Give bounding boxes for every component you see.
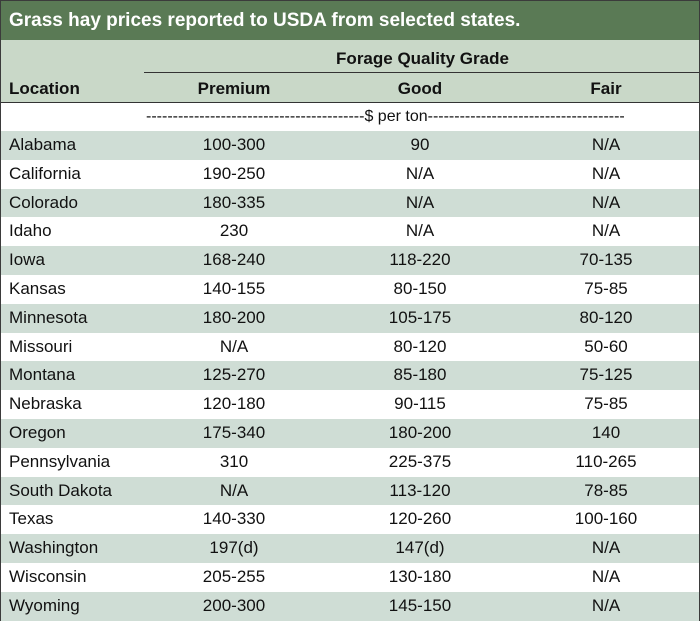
cell-premium: 168-240 [202,250,266,270]
cell-location: California [9,163,81,183]
cell-location: Wyoming [9,595,80,615]
cell-good: N/A [405,221,435,241]
cell-premium: 100-300 [202,135,266,154]
cell-fair: N/A [591,538,621,558]
cell-premium: N/A [219,336,249,356]
cell-location: Idaho [9,221,52,241]
cell-premium: 120-180 [202,394,266,414]
table-row: Kansas 140-155 80-150 75-85 [1,274,699,304]
cell-fair: 78-85 [584,480,628,500]
cell-premium: N/A [219,480,249,500]
units-row: ----------------------------------------… [1,103,699,131]
cell-good: 145-150 [388,595,452,615]
cell-location: Missouri [9,336,73,356]
cell-location: Pennsylvania [9,451,111,471]
cell-premium: 190-250 [202,163,266,183]
cell-fair: 100-160 [574,509,638,529]
column-header-good: Good [397,79,443,98]
table-row: South Dakota N/A 113-120 78-85 [1,476,699,506]
table-row: Nebraska 120-180 90-115 75-85 [1,390,699,419]
cell-fair: 80-120 [579,307,633,327]
cell-good: 105-175 [388,307,452,327]
table-row: Wisconsin 205-255 130-180 N/A [1,562,699,592]
cell-good: N/A [405,192,435,212]
cell-fair: 50-60 [584,336,628,356]
cell-fair: N/A [591,192,621,212]
group-header-rule [144,72,699,73]
cell-good: N/A [405,163,435,183]
cell-location: Minnesota [9,307,88,327]
cell-location: Oregon [9,422,66,442]
table-title: Grass hay prices reported to USDA from s… [1,1,699,40]
cell-good: 85-180 [393,365,447,385]
cell-premium: 310 [219,451,249,471]
cell-good: 113-120 [389,480,451,500]
cell-good: 130-180 [388,566,452,586]
table-header: Forage Quality Grade Location Premium Go… [1,40,699,103]
cell-good: 80-150 [393,278,447,298]
cell-fair: 140 [591,422,621,442]
cell-fair: 75-85 [584,278,628,298]
cell-good: 225-375 [388,451,452,471]
table-row: Washington 197(d) 147(d) N/A [1,534,699,563]
cell-premium: 125-270 [202,365,266,385]
cell-fair: N/A [591,595,621,615]
cell-good: 80-120 [393,336,447,356]
cell-fair: 110-265 [575,451,637,471]
table-row: Alabama 100-300 90 N/A [1,131,699,160]
cell-good: 90 [410,135,430,154]
cell-location: Colorado [9,192,78,212]
table-row: Oregon 175-340 180-200 140 [1,418,699,448]
cell-premium: 200-300 [202,595,266,615]
table-row: Colorado 180-335 N/A N/A [1,188,699,218]
cell-premium: 180-200 [202,307,266,327]
units-label: ----------------------------------------… [146,108,625,125]
table-row: Montana 125-270 85-180 75-125 [1,361,699,391]
cell-premium: 230 [219,221,249,241]
cell-fair: 70-135 [579,250,633,270]
cell-location: Montana [9,365,76,385]
cell-premium: 140-155 [202,278,266,298]
cell-location: Iowa [9,250,45,270]
cell-good: 180-200 [388,422,452,442]
cell-fair: N/A [591,221,621,241]
table-row: Pennsylvania 310 225-375 110-265 [1,447,699,477]
cell-good: 90-115 [394,394,446,414]
table-row: California 190-250 N/A N/A [1,159,699,189]
cell-premium: 140-330 [202,509,266,529]
cell-good: 120-260 [388,509,452,529]
table-row: Iowa 168-240 118-220 70-135 [1,246,699,275]
column-header-fair: Fair [590,79,622,98]
cell-location: Nebraska [9,394,82,414]
cell-location: Alabama [9,135,77,154]
cell-fair: N/A [591,163,621,183]
cell-good: 118-220 [389,250,451,270]
cell-location: Washington [9,538,99,558]
column-header-location: Location [9,79,80,98]
cell-premium: 197(d) [209,538,259,558]
table-row: Texas 140-330 120-260 100-160 [1,505,699,535]
cell-premium: 175-340 [202,422,266,442]
cell-good: 147(d) [395,538,445,558]
cell-premium: 180-335 [202,192,266,212]
cell-premium: 205-255 [202,566,266,586]
cell-fair: 75-85 [584,394,628,414]
cell-location: Texas [9,509,54,529]
cell-fair: 75-125 [579,365,633,385]
cell-location: Kansas [9,278,66,298]
cell-fair: N/A [591,566,621,586]
cell-location: Wisconsin [9,566,87,586]
column-header-premium: Premium [197,79,271,98]
group-header-forage-quality-grade: Forage Quality Grade [336,49,509,68]
table-row: Minnesota 180-200 105-175 80-120 [1,303,699,333]
cell-location: South Dakota [9,480,113,500]
table-body: Alabama 100-300 90 N/A California 190-250 N/A N… [1,131,699,621]
table-row: Missouri N/A 80-120 50-60 [1,332,699,362]
cell-fair: N/A [591,135,621,154]
header-bottom-rule [1,102,699,103]
table-row: Idaho 230 N/A N/A [1,217,699,247]
table-row: Wyoming 200-300 145-150 N/A [1,591,699,621]
